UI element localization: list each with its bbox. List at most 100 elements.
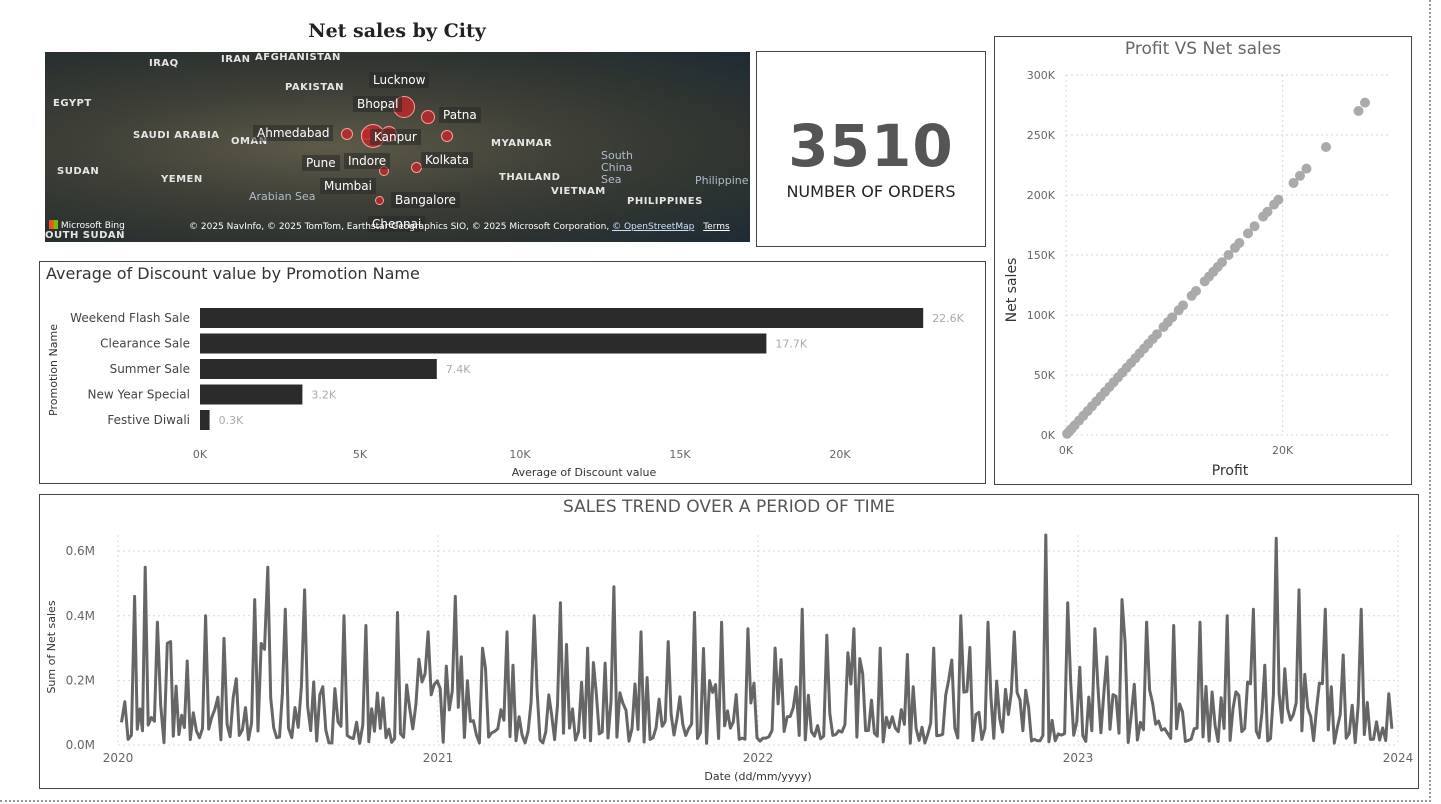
city-label: Pune	[302, 155, 340, 171]
x-tick-label: 2024	[1383, 751, 1414, 765]
scatter-point[interactable]	[1199, 276, 1210, 287]
country-label: MYANMAR	[491, 138, 553, 149]
country-label: OMAN	[231, 136, 268, 147]
city-bubble[interactable]	[421, 110, 435, 124]
x-axis-title: Profit	[1212, 463, 1249, 479]
scatter-point[interactable]	[1301, 163, 1312, 174]
city-label: Chennai	[368, 216, 426, 232]
kpi-label: NUMBER OF ORDERS	[786, 182, 956, 201]
sea-label: South China Sea	[601, 149, 633, 186]
data-label: 22.6K	[932, 312, 964, 325]
x-tick-label: 15K	[669, 448, 691, 461]
category-label: Clearance Sale	[100, 337, 190, 351]
x-tick-label: 0K	[193, 448, 208, 461]
y-tick-label: 300K	[1027, 69, 1056, 82]
scatter-point[interactable]	[1223, 250, 1234, 260]
discount-bar-chart[interactable]: Promotion Name Average of Discount value…	[40, 262, 985, 483]
y-tick-label: 0.4M	[66, 609, 95, 623]
scatter-point[interactable]	[1062, 428, 1073, 439]
kpi-value: 3510	[788, 112, 954, 180]
x-tick-label: 2022	[743, 751, 774, 765]
y-axis-title: Promotion Name	[47, 324, 60, 416]
x-tick-label: 0K	[1059, 444, 1074, 457]
data-label: 3.2K	[311, 389, 336, 402]
city-label: Kolkata	[421, 152, 474, 168]
city-bubble[interactable]	[441, 130, 453, 142]
profit-vs-netsales-scatter[interactable]: Net sales Profit 0K 50K 100K 150K 200K 250K 30…	[995, 37, 1411, 484]
city-label: Bhopal	[353, 96, 403, 112]
net-sales-map[interactable]: IRAQ IRAN AFGHANISTAN PAKISTAN EGYPT SAU…	[45, 52, 750, 242]
category-label: Summer Sale	[110, 362, 190, 376]
sales-trend-line-chart[interactable]: Sum of Net sales Date (dd/mm/yyyy) 0.0M 0…	[40, 495, 1418, 788]
osm-link[interactable]: © OpenStreetMap	[612, 222, 695, 232]
x-tick-label: 10K	[509, 448, 531, 461]
data-label: 0.3K	[219, 414, 244, 427]
x-axis-title: Date (dd/mm/yyyy)	[704, 770, 811, 783]
y-tick-label: 0.2M	[66, 673, 95, 687]
bar[interactable]	[200, 410, 210, 430]
country-label: EGYPT	[53, 98, 92, 109]
scatter-chart-title: Profit VS Net sales	[1124, 39, 1282, 59]
discount-chart-title: Average of Discount value by Promotion N…	[46, 264, 420, 283]
city-label: Patna	[439, 107, 481, 123]
country-label: SUDAN	[57, 166, 100, 177]
y-tick-label: 0.6M	[66, 544, 95, 558]
bar[interactable]	[200, 384, 303, 405]
city-bubble[interactable]	[341, 128, 353, 140]
canvas-edge-right	[1429, 0, 1431, 802]
x-tick-label: 20K	[1272, 444, 1294, 457]
y-tick-label: 200K	[1027, 189, 1056, 202]
city-label: Mumbai	[320, 178, 376, 194]
country-label: THAILAND	[499, 172, 561, 183]
scatter-point[interactable]	[1230, 242, 1240, 253]
bar[interactable]	[200, 308, 924, 328]
copyright-text: © 2025 NavInfo, © 2025 TomTom, Earthstar…	[189, 222, 610, 232]
net-sales-line[interactable]	[120, 533, 1394, 745]
country-label: OUTH SUDAN	[45, 230, 126, 241]
y-tick-label: 150K	[1027, 249, 1056, 262]
scatter-point[interactable]	[1249, 221, 1260, 232]
city-label: Lucknow	[369, 72, 430, 88]
trend-chart-title: SALES TREND OVER A PERIOD OF TIME	[562, 497, 896, 517]
data-label: 17.7K	[775, 338, 807, 351]
scatter-point[interactable]	[1295, 170, 1305, 181]
scatter-point[interactable]	[1173, 305, 1184, 316]
sea-label: Arabian Sea	[249, 190, 316, 203]
x-tick-label: 20K	[829, 448, 851, 461]
scatter-point[interactable]	[1360, 97, 1370, 108]
y-axis-title: Sum of Net sales	[45, 600, 58, 693]
city-label: Bangalore	[391, 192, 460, 208]
terms-link[interactable]: Terms	[703, 222, 730, 232]
city-label: Ahmedabad	[253, 125, 334, 141]
trend-chart-card[interactable]: SALES TREND OVER A PERIOD OF TIME Sum of…	[39, 494, 1419, 789]
map-copyright: © 2025 NavInfo, © 2025 TomTom, Earthstar…	[189, 222, 730, 232]
bar[interactable]	[200, 359, 437, 379]
category-label: Weekend Flash Sale	[70, 311, 190, 325]
bing-label: Microsoft Bing	[60, 221, 125, 231]
bar[interactable]	[200, 333, 767, 354]
city-label: Indore	[344, 153, 391, 169]
country-label: IRAQ	[149, 58, 179, 69]
y-tick-label: 0.0M	[66, 738, 95, 752]
y-tick-label: 0K	[1041, 429, 1056, 442]
country-label: YEMEN	[161, 174, 203, 185]
scatter-point[interactable]	[1243, 228, 1253, 239]
city-bubble[interactable]	[375, 196, 384, 205]
bing-logo: Microsoft Bing	[49, 220, 125, 231]
windows-logo-icon	[49, 220, 58, 229]
map-title: Net sales by City	[308, 20, 486, 42]
scatter-point[interactable]	[1186, 290, 1197, 301]
country-label: VIETNAM	[551, 186, 606, 197]
kpi-card[interactable]: 3510 NUMBER OF ORDERS	[756, 51, 986, 247]
scatter-point[interactable]	[1258, 211, 1269, 222]
discount-chart-card[interactable]: Average of Discount value by Promotion N…	[39, 261, 986, 484]
scatter-point[interactable]	[1158, 322, 1169, 332]
x-tick-label: 2023	[1063, 751, 1094, 765]
scatter-point[interactable]	[1288, 178, 1299, 188]
category-label: New Year Special	[88, 388, 190, 402]
scatter-point[interactable]	[1353, 106, 1364, 116]
scatter-point[interactable]	[1269, 199, 1279, 210]
sea-label: Philippine	[695, 174, 749, 187]
scatter-chart-card[interactable]: Profit VS Net sales Net sales Profit 0K 5…	[994, 36, 1412, 485]
scatter-point[interactable]	[1321, 142, 1331, 152]
